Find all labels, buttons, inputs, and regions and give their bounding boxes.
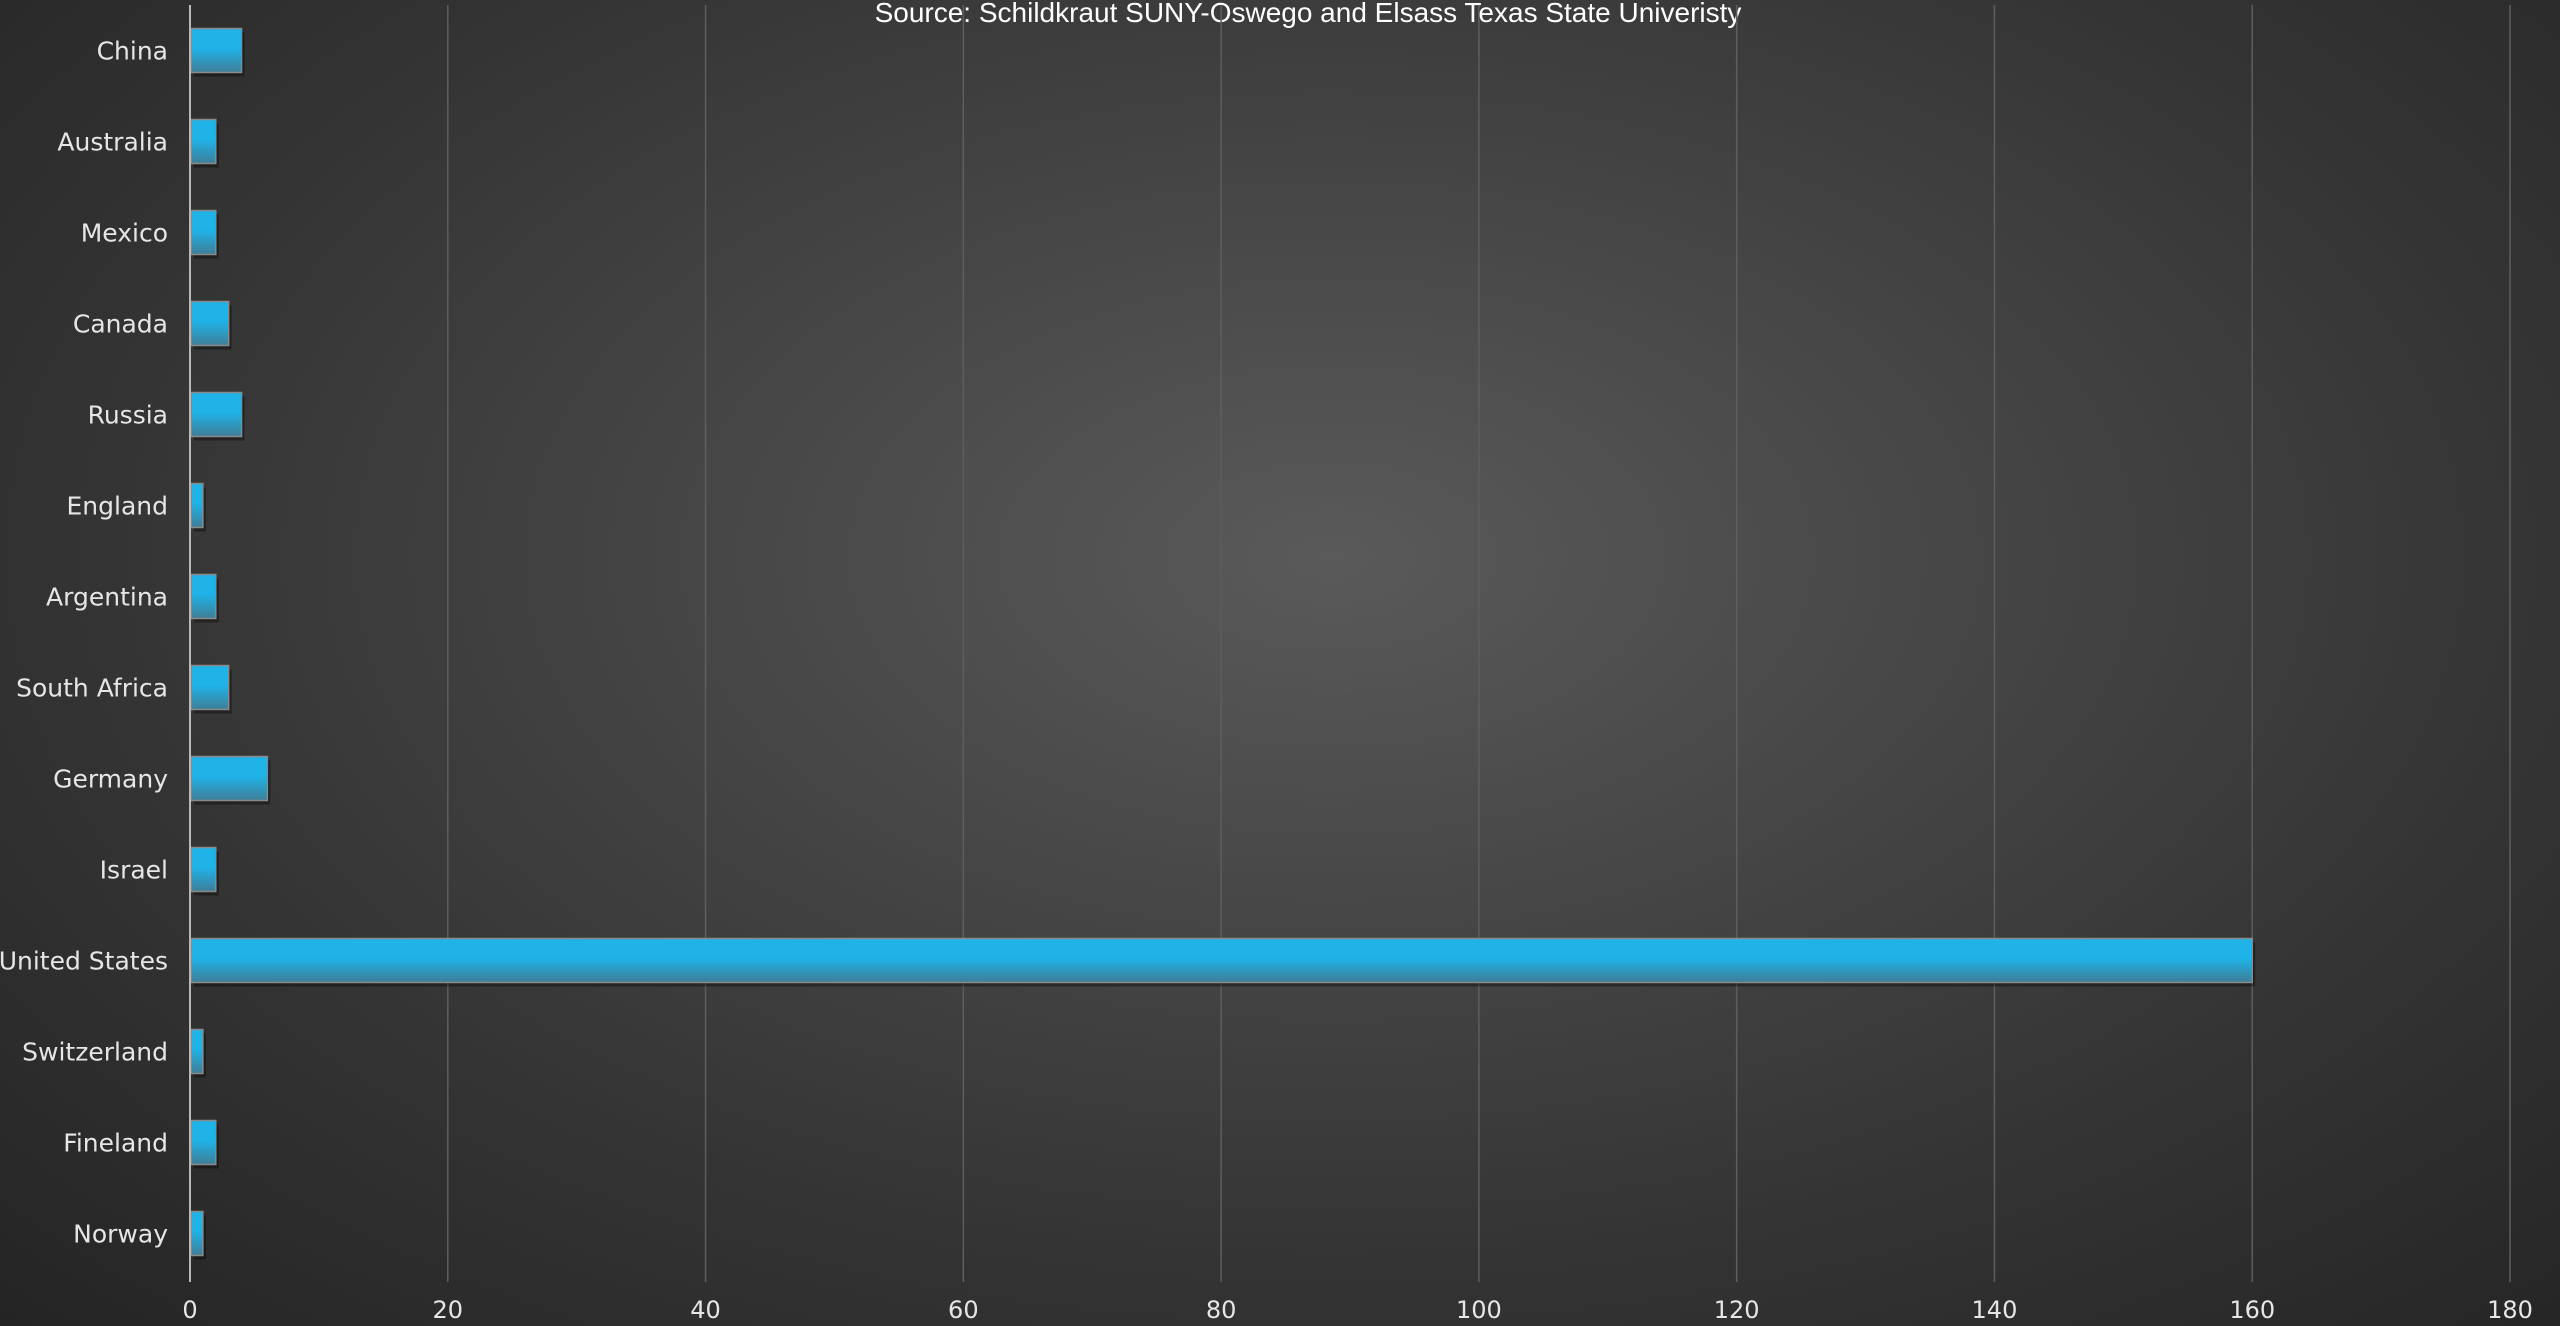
category-label: Germany [53,765,168,794]
category-label: Australia [57,128,168,157]
bar-fineland [190,1119,217,1166]
category-label: Switzerland [22,1038,168,1067]
x-tick-label: 0 [182,1296,197,1324]
bar-australia [190,118,217,165]
category-labels: China Australia Mexico Canada Russia England A… [0,37,168,1249]
category-label: Fineland [63,1129,168,1158]
category-label: Mexico [81,219,168,248]
bar-switzerland [190,1028,204,1075]
x-tick-label: 40 [690,1296,721,1324]
bars [190,27,2256,1260]
category-label: United States [0,947,168,976]
category-label: England [67,492,169,521]
tick-labels: 0 20 40 60 80 100 120 140 160 180 [182,1296,2533,1324]
bar-norway [190,1210,204,1257]
x-tick-label: 160 [2229,1296,2275,1324]
bar-israel [190,846,217,893]
x-tick-label: 120 [1714,1296,1760,1324]
category-label: Norway [73,1220,168,1249]
bar-south-africa [190,664,230,711]
x-tick-label: 20 [433,1296,464,1324]
gridlines [447,5,2511,1282]
x-tick-label: 60 [948,1296,979,1324]
bar-china [190,27,243,74]
bar-germany [190,755,269,802]
category-label: China [97,37,168,66]
category-label: South Africa [16,674,168,703]
x-tick-label: 140 [1972,1296,2018,1324]
bar-canada [190,300,230,347]
category-label: Argentina [46,583,168,612]
x-tick-label: 100 [1456,1296,1502,1324]
bar-russia [190,391,243,438]
bar-argentina [190,573,217,620]
bar-england [190,482,204,529]
category-label: Israel [100,856,168,885]
bar-united-states [190,937,2253,984]
x-tick-label: 180 [2487,1296,2533,1324]
bar-mexico [190,209,217,256]
chart-title: Source: Schildkraut SUNY-Oswego and Elsa… [874,0,1742,28]
category-label: Canada [73,310,168,339]
category-label: Russia [88,401,168,430]
x-tick-label: 80 [1206,1296,1237,1324]
